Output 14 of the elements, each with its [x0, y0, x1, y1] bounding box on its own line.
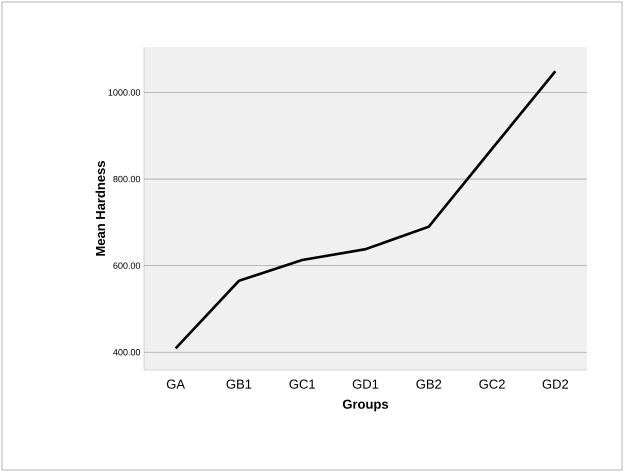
x-tick-label: GB2 — [416, 380, 442, 389]
y-tick-label: 400.00 — [113, 349, 140, 356]
x-tick-label: GA — [166, 380, 186, 389]
y-tick-label: 1000.00 — [108, 89, 140, 96]
line-series — [174, 70, 557, 350]
y-tick-label: 800.00 — [113, 176, 140, 182]
x-tick-label: GC1 — [290, 380, 315, 389]
x-tick-label: GD2 — [542, 380, 568, 389]
x-tick-label: GC2 — [479, 380, 505, 389]
x-tick-label: GB1 — [226, 380, 252, 389]
x-tick-label: GD1 — [352, 380, 378, 389]
y-tick-label: 600.00 — [113, 262, 140, 269]
y-axis-title: Mean Hardness — [96, 161, 106, 256]
x-axis-title: Groups — [342, 400, 388, 412]
